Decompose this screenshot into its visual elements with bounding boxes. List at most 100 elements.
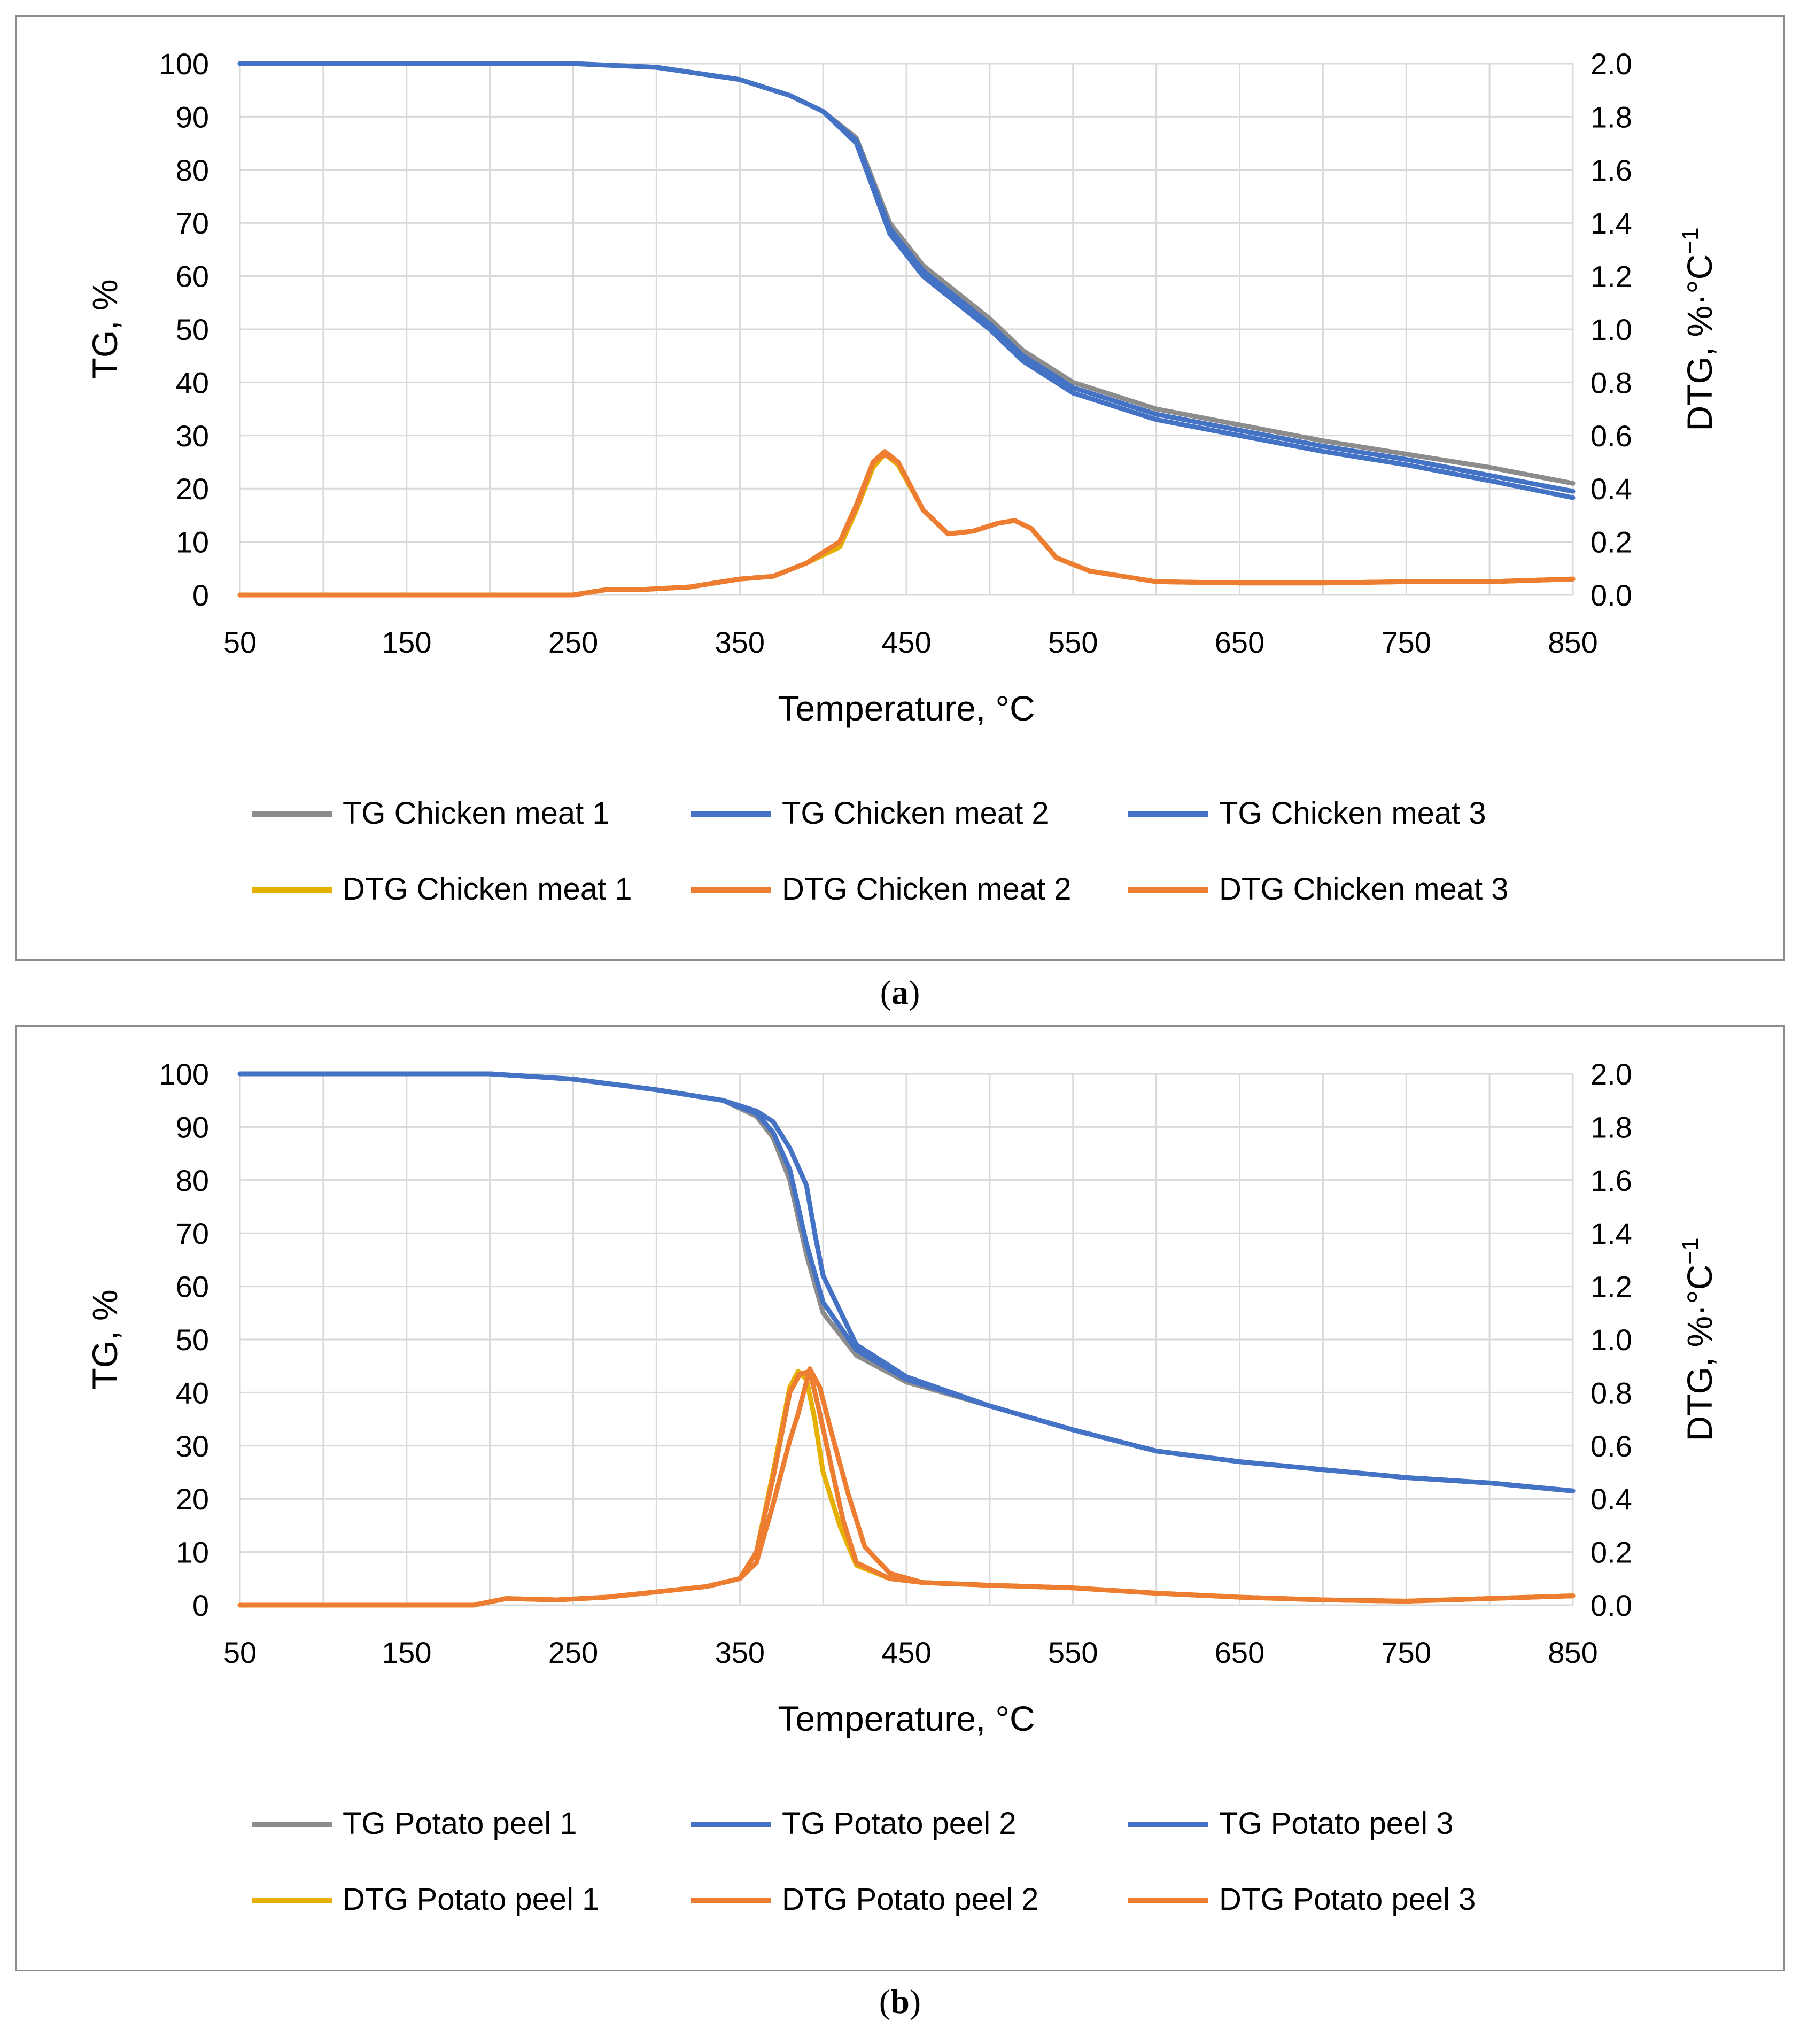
chart-a-y2-tick-label: 1.4 — [1590, 206, 1632, 240]
chart-b-series-tg-potato-peel-3 — [237, 1071, 1576, 1493]
chart-panel-a: 0 10 20 30 40 50 60 70 80 90 100 0.0 0.2 0.4 0.6 0.8 1.0… — [15, 15, 1785, 961]
chart-b-y-tick-label: 80 — [176, 1164, 209, 1197]
chart-a-y2-tick-label: 0.8 — [1590, 366, 1632, 399]
chart-b-x-tick-label: 650 — [1215, 1636, 1264, 1669]
chart-b-y2-tick-label: 0.0 — [1590, 1589, 1632, 1622]
chart-a-y2-tick-label: 0.4 — [1590, 472, 1632, 506]
chart-b-series-lines — [237, 1071, 1576, 1608]
chart-a-y-axis-title: TG, % — [85, 279, 125, 379]
caption-b: (b) — [879, 1983, 921, 2020]
chart-a-y-tick-label: 10 — [176, 525, 209, 559]
chart-b-y2-tick-label: 1.4 — [1590, 1217, 1632, 1250]
chart-b-y-tick-label: 100 — [159, 1057, 209, 1091]
chart-a-y-tick-label: 90 — [176, 100, 209, 134]
chart-b-x-tick-label: 750 — [1382, 1636, 1431, 1669]
chart-b-x-tick-label: 550 — [1048, 1636, 1098, 1669]
chart-b-y2-tick-label: 2.0 — [1590, 1057, 1632, 1091]
chart-b-x-tick-label: 850 — [1548, 1636, 1597, 1669]
chart-a-x-tick-label: 50 — [223, 625, 257, 659]
chart-panel-b: 0 10 20 30 40 50 60 70 80 90 100 0.0 0.2 0.4 0.6 0.8 1.0… — [15, 1025, 1785, 1971]
chart-b-legend-label: DTG Potato peel 3 — [1219, 1882, 1476, 1917]
chart-b-legend-label: TG Potato peel 3 — [1219, 1806, 1453, 1841]
chart-b-x-tick-label: 250 — [548, 1636, 598, 1669]
chart-a-series-dtg-chicken-meat-3 — [237, 452, 1576, 598]
chart-b-x-tick-label: 50 — [223, 1636, 257, 1669]
chart-b-gridlines — [239, 1073, 1574, 1606]
chart-b-y2-tick-label: 1.6 — [1590, 1164, 1632, 1197]
chart-a-gridlines — [239, 63, 1574, 596]
chart-b-y-axis-title: TG, % — [85, 1289, 125, 1389]
chart-b-y-tick-label: 30 — [176, 1429, 209, 1463]
chart-b-x-axis-title: Temperature, °C — [778, 1699, 1035, 1738]
chart-b-legend-label: TG Potato peel 2 — [782, 1806, 1016, 1841]
chart-a-x-axis-title: Temperature, °C — [778, 688, 1035, 728]
chart-b-y2-axis-title: DTG, %·°C−1 — [1677, 1238, 1719, 1442]
chart-a-y2-tick-label: 1.2 — [1590, 260, 1632, 293]
chart-a-x-tick-label: 250 — [548, 625, 598, 659]
chart-a-x-tick-label: 750 — [1382, 625, 1431, 659]
chart-a-x-tick-label: 450 — [881, 625, 931, 659]
chart-a-y2-tick-label: 0.2 — [1590, 525, 1632, 559]
chart-a-series-lines — [237, 61, 1576, 598]
chart-a-legend-label: TG Chicken meat 2 — [782, 796, 1049, 831]
chart-b-svg: 0 10 20 30 40 50 60 70 80 90 100 0.0 0.2 0.4 0.6 0.8 1.0… — [85, 1057, 1719, 1917]
chart-a-series-tg-chicken-meat-3 — [237, 61, 1576, 500]
chart-a-y-tick-label: 70 — [176, 206, 209, 240]
chart-a-y2-tick-label: 1.6 — [1590, 153, 1632, 187]
chart-b-legend: TG Potato peel 1 TG Potato peel 2 TG Potat… — [252, 1806, 1476, 1917]
chart-a-x-tick-label: 650 — [1215, 625, 1264, 659]
chart-a-y-tick-label: 100 — [159, 47, 209, 81]
chart-a-legend-label: DTG Chicken meat 2 — [782, 872, 1072, 907]
chart-b-y-tick-label: 20 — [176, 1482, 209, 1516]
chart-a-svg: 0 10 20 30 40 50 60 70 80 90 100 0.0 0.2 0.4 0.6 0.8 1.0… — [85, 47, 1719, 907]
chart-a-x-tick-label: 550 — [1048, 625, 1098, 659]
chart-b-y2-tick-label: 0.4 — [1590, 1482, 1632, 1516]
caption-a: (a) — [880, 973, 920, 1011]
chart-a-y2-axis-title-sup: −1 — [1677, 228, 1703, 254]
chart-a-y-tick-label: 80 — [176, 153, 209, 187]
chart-b-legend-label: TG Potato peel 1 — [343, 1806, 577, 1841]
chart-a-x-tick-label: 350 — [715, 625, 765, 659]
chart-b-x-tick-label: 350 — [715, 1636, 765, 1669]
chart-b-y-tick-label: 50 — [176, 1323, 209, 1357]
chart-a-y-tick-label: 50 — [176, 313, 209, 346]
chart-a-legend-label: TG Chicken meat 3 — [1219, 796, 1486, 831]
chart-a-y-tick-label: 40 — [176, 366, 209, 399]
chart-b-y2-tick-label: 0.2 — [1590, 1536, 1632, 1569]
chart-b-y2-tick-label: 1.8 — [1590, 1110, 1632, 1144]
chart-a-y-tick-label: 30 — [176, 419, 209, 453]
chart-b-y-tick-label: 90 — [176, 1110, 209, 1144]
chart-a-legend: TG Chicken meat 1 TG Chicken meat 2 TG Chi… — [252, 796, 1509, 907]
chart-b-x-tick-label: 150 — [382, 1636, 431, 1669]
chart-a-y2-tick-label: 1.8 — [1590, 100, 1632, 134]
chart-a-y-tick-label: 60 — [176, 260, 209, 293]
chart-b-y2-tick-label: 0.8 — [1590, 1376, 1632, 1410]
chart-b-y-tick-label: 0 — [192, 1589, 209, 1622]
chart-b-legend-label: DTG Potato peel 1 — [343, 1882, 599, 1917]
caption-b-letter: b — [890, 1983, 910, 2020]
chart-b-y2-axis-title-sup: −1 — [1677, 1238, 1703, 1265]
chart-a-y2-tick-label: 0.6 — [1590, 419, 1632, 453]
chart-b-y2-tick-label: 0.6 — [1590, 1429, 1632, 1463]
chart-a-y2-axis-title: DTG, %·°C−1 — [1677, 228, 1719, 431]
chart-a-y2-tick-label: 2.0 — [1590, 47, 1632, 81]
chart-b-y-tick-label: 40 — [176, 1376, 209, 1410]
chart-a-legend-label: DTG Chicken meat 3 — [1219, 872, 1509, 907]
chart-a-legend-label: TG Chicken meat 1 — [343, 796, 610, 831]
chart-a-y2-tick-label: 1.0 — [1590, 313, 1632, 346]
chart-a-y2-tick-label: 0.0 — [1590, 578, 1632, 612]
chart-a-y-tick-label: 0 — [192, 578, 209, 612]
caption-a-letter: a — [891, 973, 909, 1011]
chart-b-x-tick-label: 450 — [881, 1636, 931, 1669]
chart-b-y2-tick-label: 1.0 — [1590, 1323, 1632, 1357]
chart-a-x-tick-label: 150 — [382, 625, 431, 659]
chart-b-y-tick-label: 60 — [176, 1270, 209, 1304]
chart-b-y-tick-label: 10 — [176, 1536, 209, 1569]
chart-a-legend-label: DTG Chicken meat 1 — [343, 872, 632, 907]
chart-b-legend-label: DTG Potato peel 2 — [782, 1882, 1038, 1917]
chart-b-y2-tick-label: 1.2 — [1590, 1270, 1632, 1304]
chart-a-y-tick-label: 20 — [176, 472, 209, 506]
chart-b-series-dtg-potato-peel-3 — [237, 1369, 1576, 1608]
chart-b-y-tick-label: 70 — [176, 1217, 209, 1250]
chart-a-x-tick-label: 850 — [1548, 625, 1597, 659]
